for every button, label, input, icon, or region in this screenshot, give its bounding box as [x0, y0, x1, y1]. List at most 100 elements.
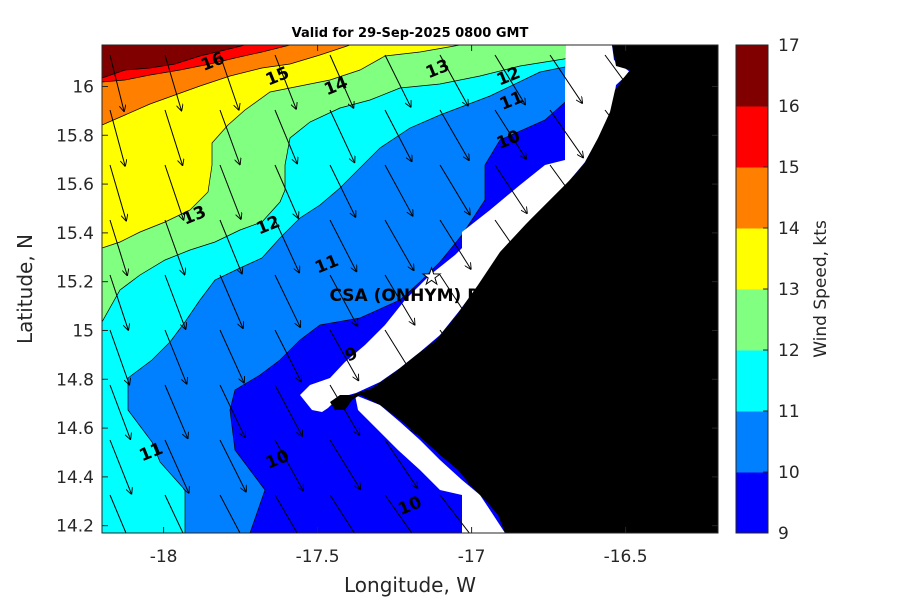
wind-vector — [164, 274, 186, 329]
colorbar-tick-label: 14 — [778, 219, 800, 239]
wind-vector — [329, 219, 357, 272]
colorbar-swatch — [736, 411, 768, 473]
wind-vector — [494, 494, 532, 533]
site-star-icon — [421, 266, 442, 286]
wind-vector — [109, 164, 126, 221]
wind-vector — [549, 329, 587, 375]
colorbar-tick-label: 16 — [778, 97, 800, 117]
wind-vector — [219, 384, 245, 437]
wind-vector — [384, 439, 417, 488]
wind-vector-field — [109, 54, 646, 533]
wind-vector — [274, 164, 298, 218]
wind-vector — [274, 494, 298, 533]
wind-vector — [329, 439, 360, 489]
wind-vector — [274, 329, 301, 382]
wind-vector — [439, 164, 470, 215]
wind-vector — [164, 439, 189, 493]
y-tick-label: 14.2 — [56, 517, 94, 537]
wind-vector — [384, 329, 416, 379]
wind-vector — [494, 439, 532, 485]
wind-vector — [494, 164, 527, 213]
x-tick-label: -17 — [458, 547, 486, 567]
colorbar: 9 10 11 12 13 14 15 16 17 — [735, 36, 800, 544]
wind-vector — [164, 219, 185, 275]
wind-vector — [329, 494, 355, 533]
wind-vector — [219, 329, 244, 383]
wind-vector — [384, 219, 414, 270]
wind-vector — [274, 384, 302, 436]
wind-vector — [604, 494, 646, 533]
y-tick-label: 15.4 — [56, 224, 94, 244]
wind-vector — [164, 109, 183, 165]
wind-vector — [274, 274, 300, 327]
y-tick-label: 14.6 — [56, 419, 94, 439]
wind-vector — [549, 274, 586, 321]
contour-band-16 — [102, 45, 245, 78]
wind-vector — [274, 54, 296, 109]
wind-vector — [604, 219, 642, 265]
wind-vector — [219, 439, 246, 492]
wind-vector — [219, 274, 243, 328]
wind-vector — [604, 384, 644, 428]
y-tick-label: 14.4 — [56, 468, 94, 488]
wind-vector — [109, 274, 128, 330]
wind-vector — [549, 384, 588, 429]
wind-vector — [109, 109, 125, 166]
x-axis-ticks: -18 -17.5 -17 -16.5 — [150, 45, 648, 567]
y-axis-ticks: 16 15.8 15.6 15.4 15.2 15 14.8 14.6 14.4 14.2 — [56, 77, 718, 537]
wind-vector — [494, 54, 525, 105]
wind-vector — [439, 219, 471, 269]
colorbar-swatch — [736, 472, 768, 534]
colorbar-tick-label: 10 — [778, 463, 800, 483]
wind-vector — [494, 274, 529, 322]
y-axis-label: Latitude, N — [13, 234, 37, 344]
wind-vector — [109, 329, 129, 385]
wind-vector — [494, 219, 528, 268]
y-tick-label: 15 — [72, 321, 94, 341]
wind-vector — [384, 274, 415, 325]
wind-vector — [384, 54, 411, 107]
wind-vector — [164, 384, 188, 438]
land-mass — [330, 45, 718, 533]
wind-vector — [219, 494, 241, 533]
wind-vector — [274, 219, 299, 273]
colorbar-swatch — [736, 106, 768, 168]
x-tick-label: -17.5 — [296, 547, 340, 567]
wind-vector — [604, 329, 644, 373]
wind-vector — [549, 219, 585, 266]
wind-vector — [604, 274, 643, 319]
colorbar-swatch — [736, 45, 768, 107]
wind-vector — [549, 109, 583, 158]
site-marker: CSA (ONHYM) RPL EP — [330, 266, 534, 306]
wind-vector — [219, 219, 242, 274]
wind-vector — [329, 384, 359, 435]
coastal-gap — [300, 45, 630, 412]
colorbar-swatch — [736, 289, 768, 351]
wind-vector — [164, 164, 184, 220]
wind-vector — [219, 164, 241, 219]
wind-vector — [329, 274, 357, 326]
wind-vector — [109, 494, 127, 533]
wind-vector — [164, 494, 184, 533]
y-tick-label: 14.8 — [56, 370, 94, 390]
plot-frame — [101, 44, 719, 534]
wind-vector — [109, 54, 124, 111]
wind-vector — [439, 439, 475, 487]
wind-vector — [604, 439, 645, 482]
site-label: CSA (ONHYM) RPL EP — [330, 286, 534, 306]
wind-vector — [109, 439, 131, 494]
wind-vector — [549, 54, 582, 103]
wind-vector — [439, 494, 470, 533]
wind-vector — [329, 54, 353, 108]
wind-vector — [494, 329, 530, 376]
wind-vector — [604, 164, 641, 210]
wind-vector — [549, 164, 584, 212]
wind-vector — [549, 439, 588, 483]
y-tick-label: 16 — [72, 77, 94, 97]
wind-vector — [219, 109, 240, 164]
wind-vector — [274, 109, 297, 164]
contour-lines — [102, 45, 591, 533]
wind-vector — [384, 109, 412, 161]
